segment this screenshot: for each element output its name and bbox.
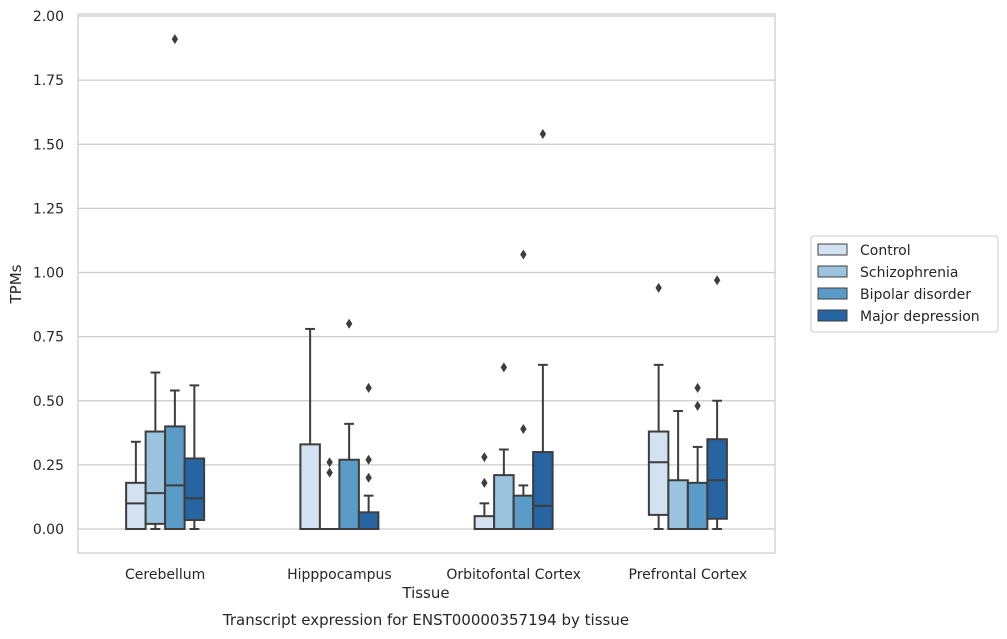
- outlier-point: [326, 457, 333, 468]
- box-iqr: [299, 443, 321, 531]
- legend-swatch: [817, 309, 848, 322]
- y-tick-label: 0.50: [33, 394, 64, 410]
- box-iqr: [473, 515, 496, 530]
- legend-frame: [810, 235, 999, 333]
- box-iqr: [183, 457, 206, 522]
- outlier-point: [171, 34, 179, 45]
- box-iqr: [338, 458, 360, 530]
- x-tick-label: Cerebellum: [125, 567, 205, 583]
- box-schizophrenia: [319, 457, 340, 530]
- outlier-point: [365, 472, 372, 483]
- box-bipolar-disorder: [686, 382, 709, 530]
- y-tick-label: 0.00: [33, 522, 64, 538]
- x-tick-label: Hipppocampus: [287, 567, 392, 583]
- box-major-depression: [532, 128, 554, 530]
- legend-label: Schizophrenia: [860, 265, 958, 281]
- box-iqr: [144, 430, 167, 525]
- y-tick-label: 1.00: [33, 266, 64, 282]
- outlier-point: [520, 423, 527, 434]
- legend-label: Major depression: [860, 309, 980, 325]
- legend-swatch: [817, 243, 848, 256]
- x-tick-label: Prefrontal Cortex: [629, 567, 748, 583]
- box-iqr: [125, 481, 147, 530]
- legend-label: Bipolar disorder: [860, 287, 971, 303]
- legend: Control Schizophrenia Bipolar disorder Majo…: [810, 235, 999, 333]
- x-axis-title: Tissue: [401, 584, 449, 602]
- outlier-point: [694, 382, 701, 393]
- box-iqr: [647, 430, 670, 516]
- box-iqr: [164, 425, 186, 530]
- legend-swatch: [817, 287, 848, 300]
- box-iqr: [357, 511, 380, 531]
- chart-caption: Transcript expression for ENST0000035719…: [222, 611, 629, 629]
- box-major-depression: [706, 275, 728, 530]
- box-iqr: [706, 438, 728, 520]
- box-bipolar-disorder: [164, 34, 186, 530]
- box-iqr: [512, 494, 535, 530]
- box-bipolar-disorder: [338, 318, 360, 530]
- outlier-point: [326, 467, 333, 478]
- box-control: [299, 327, 321, 531]
- box-schizophrenia: [144, 371, 167, 530]
- outlier-point: [481, 477, 488, 488]
- x-tick-label: Orbitofontal Cortex: [446, 567, 581, 583]
- outlier-point: [655, 282, 662, 293]
- y-tick-label: 0.25: [33, 458, 64, 474]
- box-iqr: [686, 481, 709, 530]
- outlier-point: [481, 452, 488, 463]
- outlier-point: [365, 382, 372, 393]
- y-axis-title: TPMs: [7, 264, 25, 304]
- y-tick-label: 2.00: [33, 9, 64, 25]
- box-iqr: [493, 474, 515, 531]
- outlier-point: [345, 318, 353, 329]
- outlier-point: [713, 275, 721, 286]
- box-major-depression: [357, 382, 380, 531]
- box-major-depression: [183, 384, 206, 530]
- box-iqr: [532, 451, 554, 530]
- y-tick-label: 0.75: [33, 330, 64, 346]
- box-control: [647, 282, 670, 530]
- outlier-point: [500, 362, 508, 373]
- box-series: [125, 34, 728, 531]
- outlier-point: [520, 249, 527, 260]
- outlier-point: [539, 128, 547, 139]
- outlier-point: [694, 400, 701, 411]
- legend-label: Control: [860, 243, 911, 259]
- legend-swatch: [817, 265, 848, 278]
- box-control: [473, 452, 496, 530]
- y-tick-label: 1.25: [33, 201, 64, 217]
- box-iqr: [667, 479, 689, 531]
- y-tick-label: 1.50: [33, 137, 64, 153]
- x-axis-ticks: Cerebellum Hipppocampus Orbitofontal Corte…: [125, 567, 747, 583]
- outlier-point: [365, 454, 372, 465]
- y-axis-ticks: 0.00 0.25 0.50 0.75 1.00 1.25 1.50 1.75 2.00: [33, 9, 64, 538]
- y-tick-label: 1.75: [33, 73, 64, 89]
